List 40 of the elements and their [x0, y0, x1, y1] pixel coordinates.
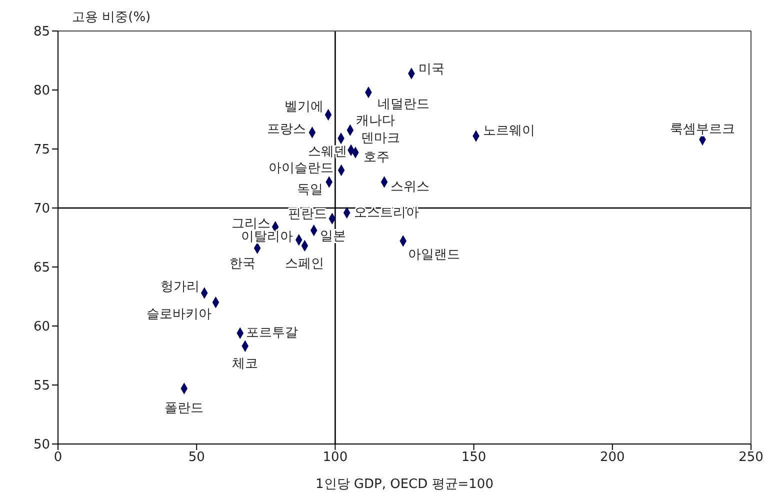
y-tick-label: 80 [33, 84, 50, 99]
annotation: 아일랜드 [408, 248, 460, 263]
annotation: 오스트리아 [354, 205, 419, 220]
annotation: 스위스 [390, 180, 430, 195]
annotation: 독일 [297, 182, 324, 198]
x-tick-label: 0 [54, 450, 62, 466]
x-tick-label: 150 [461, 450, 486, 466]
y-tick-label: 50 [33, 438, 50, 453]
y-tick-label: 60 [33, 320, 50, 335]
annotation: 덴마크 [361, 130, 400, 146]
annotation: 폴란드 [164, 401, 204, 416]
y-tick-label: 65 [33, 260, 50, 276]
annotation: 스페인 [285, 256, 324, 272]
y-tick-label: 70 [33, 202, 50, 217]
y-tick-label: 55 [33, 378, 50, 394]
y-tick-label: 85 [33, 24, 50, 40]
annotation: 이탈리아 [240, 229, 293, 244]
x-tick-label: 250 [738, 450, 764, 466]
annotation: 아이슬란드 [268, 160, 334, 176]
annotation: 포르투갈 [246, 326, 298, 341]
x-tick-label: 50 [188, 450, 205, 466]
annotation: 체코 [232, 356, 258, 372]
annotation: 룩셈부르크 [670, 122, 735, 138]
annotation: 노르웨이 [483, 124, 536, 139]
annotation: 한국 [229, 256, 256, 272]
annotation: 벨기에 [284, 99, 324, 114]
annotation: 미국 [418, 62, 444, 78]
annotation: 그리스 [231, 216, 270, 232]
annotation: 프랑스 [267, 122, 306, 138]
annotation: 캐나다 [356, 114, 396, 129]
x-tick-label: 200 [600, 450, 625, 466]
annotation: 슬로바키아 [146, 306, 212, 322]
x-axis-title: 1인당 GDP, OECD 평균=100 [316, 477, 494, 492]
x-tick-label: 100 [322, 450, 348, 466]
y-axis-title: 고용 비중(%) [72, 9, 151, 26]
annotation: 호주 [363, 150, 390, 166]
y-tick-label: 75 [33, 142, 50, 158]
annotation: 네덜란드 [377, 96, 430, 112]
annotation: 헝가리 [160, 280, 200, 295]
annotation: 핀란드 [288, 207, 328, 222]
